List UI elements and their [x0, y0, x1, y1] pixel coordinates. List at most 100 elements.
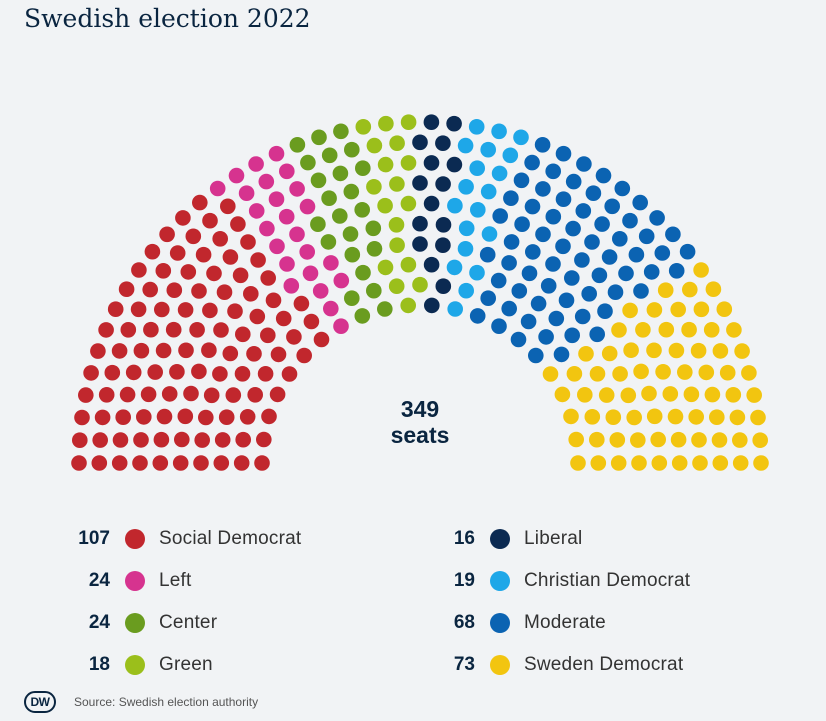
seat-left	[289, 181, 305, 197]
seat-christian-democrat	[458, 179, 474, 195]
seat-sweden-democrat	[630, 432, 646, 448]
seat-christian-democrat	[470, 202, 486, 218]
seat-christian-democrat	[458, 220, 475, 237]
legend-color-dot	[125, 529, 145, 549]
seat-sweden-democrat	[693, 301, 710, 318]
seat-social-democrat	[235, 326, 251, 343]
seat-moderate	[622, 212, 638, 229]
seat-social-democrat	[153, 431, 170, 448]
legend-seats: 19	[453, 570, 475, 591]
seat-center	[354, 308, 371, 324]
chart-title: Swedish election 2022	[24, 4, 311, 33]
seat-moderate	[521, 265, 538, 282]
seat-moderate	[668, 263, 685, 279]
legend-left: 107 Social Democrat 24 Left 24 Center 18…	[60, 518, 301, 686]
seat-social-democrat	[260, 270, 277, 286]
seat-liberal	[424, 297, 440, 314]
seat-sweden-democrat	[646, 408, 663, 425]
seat-sweden-democrat	[719, 364, 736, 381]
seat-moderate	[591, 267, 608, 284]
seat-moderate	[480, 290, 497, 307]
seat-moderate	[607, 284, 624, 301]
seat-sweden-democrat	[662, 386, 679, 402]
seat-social-democrat	[107, 301, 124, 318]
seat-social-democrat	[293, 295, 310, 312]
seat-social-democrat	[222, 249, 239, 265]
seat-sweden-democrat	[601, 345, 618, 362]
seat-sweden-democrat	[635, 322, 651, 338]
seat-moderate	[503, 234, 520, 250]
total-seats-unit: seats	[390, 422, 450, 448]
seat-moderate	[585, 185, 602, 201]
seat-social-democrat	[112, 432, 129, 448]
seat-social-democrat	[260, 327, 276, 344]
seat-social-democrat	[194, 432, 210, 448]
seat-moderate	[538, 329, 554, 345]
legend-color-dot	[125, 613, 145, 633]
seat-moderate	[581, 286, 597, 302]
seat-green	[388, 217, 405, 233]
seat-social-democrat	[169, 364, 185, 380]
seat-moderate	[649, 210, 665, 226]
seat-sweden-democrat	[667, 408, 684, 425]
seat-sweden-democrat	[620, 387, 637, 404]
seat-social-democrat	[175, 210, 191, 226]
legend-item: 73 Sweden Democrat	[425, 644, 690, 686]
seat-moderate	[628, 246, 645, 263]
seat-moderate	[469, 308, 486, 324]
seat-sweden-democrat	[693, 262, 709, 278]
seat-social-democrat	[225, 387, 242, 403]
seat-liberal	[435, 176, 451, 192]
seat-moderate	[535, 226, 551, 243]
seat-social-democrat	[133, 432, 149, 448]
seat-social-democrat	[195, 246, 212, 263]
seat-social-democrat	[119, 386, 136, 403]
seat-social-democrat	[250, 252, 266, 268]
seat-social-democrat	[159, 226, 175, 243]
seat-moderate	[545, 256, 561, 272]
seat-social-democrat	[247, 387, 263, 403]
seat-green	[378, 115, 394, 132]
seat-moderate	[535, 181, 551, 197]
seat-green	[366, 137, 383, 154]
seat-left	[259, 220, 275, 237]
seat-sweden-democrat	[633, 363, 649, 380]
seat-sweden-democrat	[568, 431, 584, 448]
seat-sweden-democrat	[622, 302, 638, 319]
seat-left	[279, 256, 295, 272]
seat-center	[344, 246, 361, 263]
legend-color-dot	[125, 655, 145, 675]
seat-social-democrat	[206, 265, 222, 282]
legend-party-name: Liberal	[524, 528, 583, 549]
seat-christian-democrat	[480, 183, 497, 200]
seat-liberal	[446, 156, 463, 173]
seat-sweden-democrat	[668, 342, 685, 359]
seat-sweden-democrat	[590, 455, 607, 471]
seat-center	[365, 220, 382, 237]
seat-liberal	[412, 236, 428, 252]
seat-sweden-democrat	[651, 455, 668, 471]
seat-left	[279, 163, 295, 180]
seat-social-democrat	[239, 409, 256, 425]
seat-sweden-democrat	[698, 364, 715, 381]
seat-left	[323, 255, 339, 271]
seat-liberal	[423, 155, 440, 171]
seat-social-democrat	[249, 308, 266, 325]
seat-moderate	[633, 283, 649, 299]
seat-moderate	[643, 264, 660, 280]
seat-sweden-democrat	[650, 431, 666, 448]
seat-left	[333, 318, 349, 335]
seat-social-democrat	[177, 408, 194, 425]
seat-sweden-democrat	[732, 432, 748, 448]
seat-center	[366, 241, 383, 257]
total-seats: 349 seats	[340, 396, 500, 448]
seat-sweden-democrat	[711, 432, 728, 448]
seat-sweden-democrat	[609, 432, 626, 448]
seat-sweden-democrat	[554, 386, 571, 403]
seat-liberal	[423, 256, 440, 273]
seat-social-democrat	[240, 234, 256, 250]
seat-moderate	[565, 173, 582, 190]
seat-social-democrat	[230, 216, 246, 232]
seat-liberal	[423, 195, 440, 212]
seat-green	[400, 155, 417, 171]
